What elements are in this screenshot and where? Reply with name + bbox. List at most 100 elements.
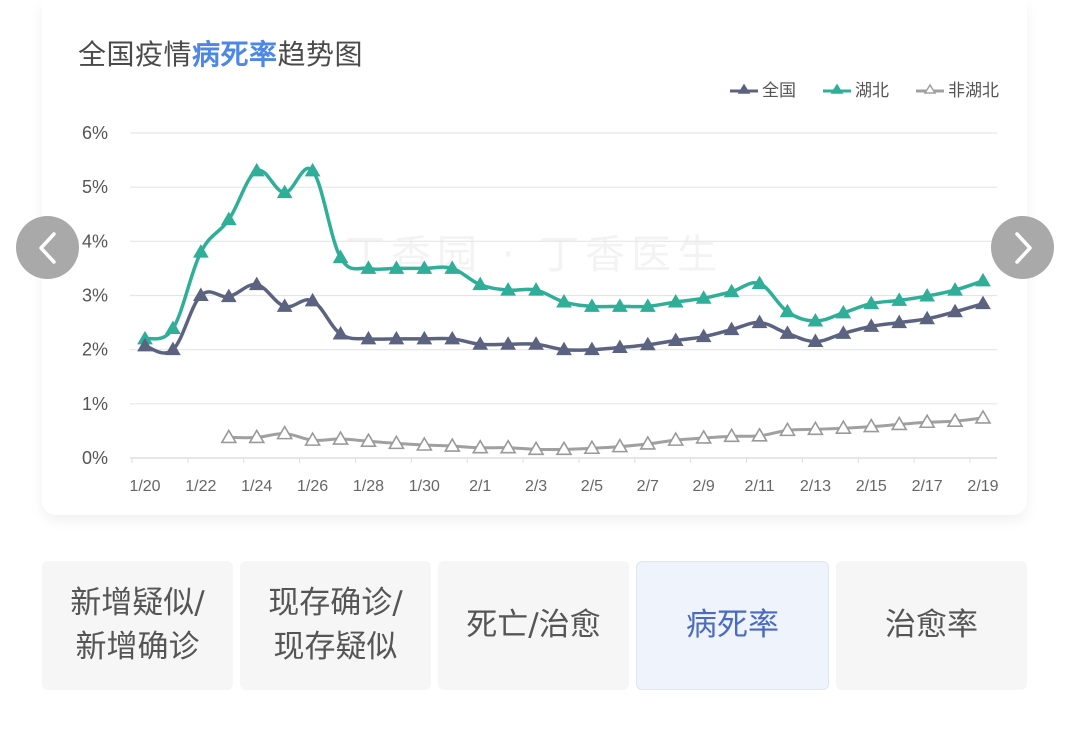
data-point-triangle-icon[interactable] [807,420,824,436]
data-point-triangle-icon[interactable] [695,328,712,343]
data-point-triangle-icon[interactable] [500,282,517,296]
data-point-triangle-icon[interactable] [248,428,266,444]
data-point-triangle-icon[interactable] [556,341,572,356]
data-point-triangle-icon[interactable] [723,321,740,336]
data-point-triangle-icon[interactable] [304,292,321,307]
data-point-triangle-icon[interactable] [527,440,545,456]
data-point-triangle-icon[interactable] [723,283,740,298]
data-point-triangle-icon[interactable] [388,260,405,274]
data-point-triangle-icon[interactable] [667,431,685,446]
data-point-triangle-icon[interactable] [695,290,712,304]
data-point-triangle-icon[interactable] [443,437,461,452]
data-point-triangle-icon[interactable] [584,341,600,356]
data-point-triangle-icon[interactable] [975,272,991,287]
data-point-triangle-icon[interactable] [779,303,796,318]
tab-cure-rate[interactable]: 治愈率 [836,561,1027,690]
data-point-triangle-icon[interactable] [583,439,601,455]
tab-death-cured[interactable]: 死亡/治愈 [438,561,629,690]
data-point-triangle-icon[interactable] [611,438,629,453]
data-point-triangle-icon[interactable] [416,260,433,274]
data-point-triangle-icon[interactable] [192,287,209,301]
data-point-triangle-icon[interactable] [695,429,713,444]
data-point-triangle-icon[interactable] [416,330,433,345]
data-point-triangle-icon[interactable] [639,298,656,312]
data-point-triangle-icon[interactable] [584,298,600,312]
data-point-triangle-icon[interactable] [611,298,628,312]
legend-item[interactable]: 非湖北 [915,76,999,101]
data-point-triangle-icon[interactable] [891,314,908,329]
data-point-triangle-icon[interactable] [276,425,294,440]
data-point-triangle-icon[interactable] [248,162,265,177]
data-point-triangle-icon[interactable] [332,430,349,445]
data-point-triangle-icon[interactable] [192,244,209,258]
data-point-triangle-icon[interactable] [974,409,992,424]
data-point-triangle-icon[interactable] [834,419,852,435]
tab-fatality-rate[interactable]: 病死率 [636,561,829,690]
data-point-triangle-icon[interactable] [891,292,908,306]
data-point-triangle-icon[interactable] [863,318,880,332]
data-point-triangle-icon[interactable] [137,337,153,352]
data-point-triangle-icon[interactable] [556,294,572,308]
data-point-triangle-icon[interactable] [751,427,768,442]
tab-new-suspected-confirmed[interactable]: 新增疑似/新增确诊 [42,561,233,690]
data-point-triangle-icon[interactable] [890,415,908,431]
data-point-triangle-icon[interactable] [863,295,880,310]
data-point-triangle-icon[interactable] [919,288,936,302]
data-point-triangle-icon[interactable] [360,432,377,448]
data-point-triangle-icon[interactable] [528,282,544,296]
data-point-triangle-icon[interactable] [723,427,740,443]
data-point-triangle-icon[interactable] [499,439,517,454]
data-point-triangle-icon[interactable] [388,434,405,450]
data-point-triangle-icon[interactable] [332,249,349,264]
legend-item[interactable]: 全国 [729,76,796,101]
data-point-triangle-icon[interactable] [946,412,964,427]
data-point-triangle-icon[interactable] [304,162,321,177]
data-point-triangle-icon[interactable] [360,330,377,345]
data-point-triangle-icon[interactable] [862,417,880,433]
data-point-triangle-icon[interactable] [415,436,433,451]
data-point-triangle-icon[interactable] [220,211,237,226]
data-point-triangle-icon[interactable] [304,431,321,446]
data-point-triangle-icon[interactable] [165,341,181,356]
data-point-triangle-icon[interactable] [667,294,684,308]
data-point-triangle-icon[interactable] [835,304,852,319]
data-point-triangle-icon[interactable] [779,421,796,437]
data-point-triangle-icon[interactable] [947,303,963,318]
data-point-triangle-icon[interactable] [332,325,349,340]
data-point-triangle-icon[interactable] [751,314,768,329]
data-point-triangle-icon[interactable] [835,325,852,339]
data-point-triangle-icon[interactable] [667,332,684,346]
data-point-triangle-icon[interactable] [388,330,405,345]
data-point-triangle-icon[interactable] [472,276,489,291]
data-point-triangle-icon[interactable] [471,439,489,454]
data-point-triangle-icon[interactable] [220,288,237,303]
data-point-triangle-icon[interactable] [444,260,461,274]
data-point-triangle-icon[interactable] [165,320,181,335]
tab-existing-confirmed-suspected[interactable]: 现存确诊/现存疑似 [240,561,431,690]
data-point-triangle-icon[interactable] [751,275,768,290]
data-point-triangle-icon[interactable] [919,310,936,325]
data-point-triangle-icon[interactable] [444,330,461,345]
legend-line-triangle-icon [730,83,758,94]
data-point-triangle-icon[interactable] [779,325,796,339]
previous-chart-button[interactable] [16,216,79,279]
data-point-triangle-icon[interactable] [807,333,824,348]
data-point-triangle-icon[interactable] [500,336,517,350]
data-point-triangle-icon[interactable] [975,295,991,310]
data-point-triangle-icon[interactable] [528,336,544,350]
data-point-triangle-icon[interactable] [918,413,936,429]
data-point-triangle-icon[interactable] [276,184,293,199]
data-point-triangle-icon[interactable] [639,336,656,351]
data-point-triangle-icon[interactable] [555,440,573,456]
data-point-triangle-icon[interactable] [248,276,265,291]
next-chart-button[interactable] [991,216,1054,279]
data-point-triangle-icon[interactable] [807,312,824,327]
data-point-triangle-icon[interactable] [947,282,963,296]
data-point-triangle-icon[interactable] [276,298,293,312]
data-point-triangle-icon[interactable] [472,336,489,350]
legend-item[interactable]: 湖北 [822,76,889,101]
data-point-triangle-icon[interactable] [611,339,628,353]
data-point-triangle-icon[interactable] [220,428,238,444]
data-point-triangle-icon[interactable] [639,435,657,450]
data-point-triangle-icon[interactable] [360,260,377,274]
